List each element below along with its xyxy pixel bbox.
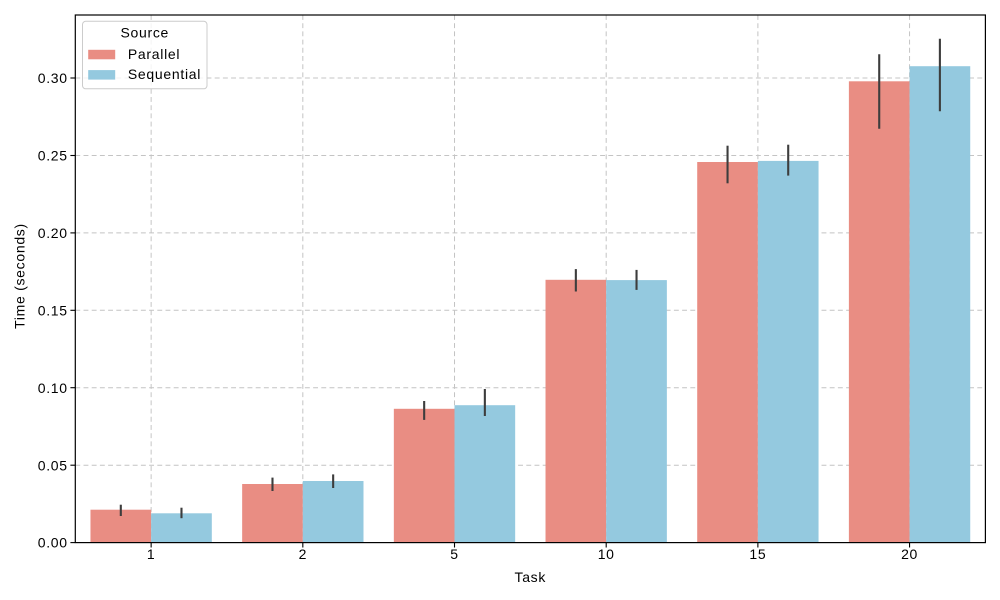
svg-text:15: 15 xyxy=(749,546,766,562)
svg-text:2: 2 xyxy=(299,546,308,562)
svg-text:0.30: 0.30 xyxy=(38,70,68,86)
svg-text:Task: Task xyxy=(515,569,547,585)
svg-text:5: 5 xyxy=(450,546,459,562)
svg-text:10: 10 xyxy=(598,546,615,562)
svg-text:Parallel: Parallel xyxy=(128,46,180,62)
svg-text:0.25: 0.25 xyxy=(38,148,68,164)
svg-text:0.15: 0.15 xyxy=(38,302,68,318)
svg-text:Sequential: Sequential xyxy=(128,66,201,82)
svg-text:0.00: 0.00 xyxy=(38,535,68,551)
svg-text:0.10: 0.10 xyxy=(38,380,68,396)
svg-text:1: 1 xyxy=(147,546,156,562)
svg-text:0.05: 0.05 xyxy=(38,457,68,473)
svg-text:20: 20 xyxy=(901,546,918,562)
svg-text:0.20: 0.20 xyxy=(38,225,68,241)
svg-text:Source: Source xyxy=(120,25,169,41)
svg-text:Time (seconds): Time (seconds) xyxy=(12,223,28,329)
